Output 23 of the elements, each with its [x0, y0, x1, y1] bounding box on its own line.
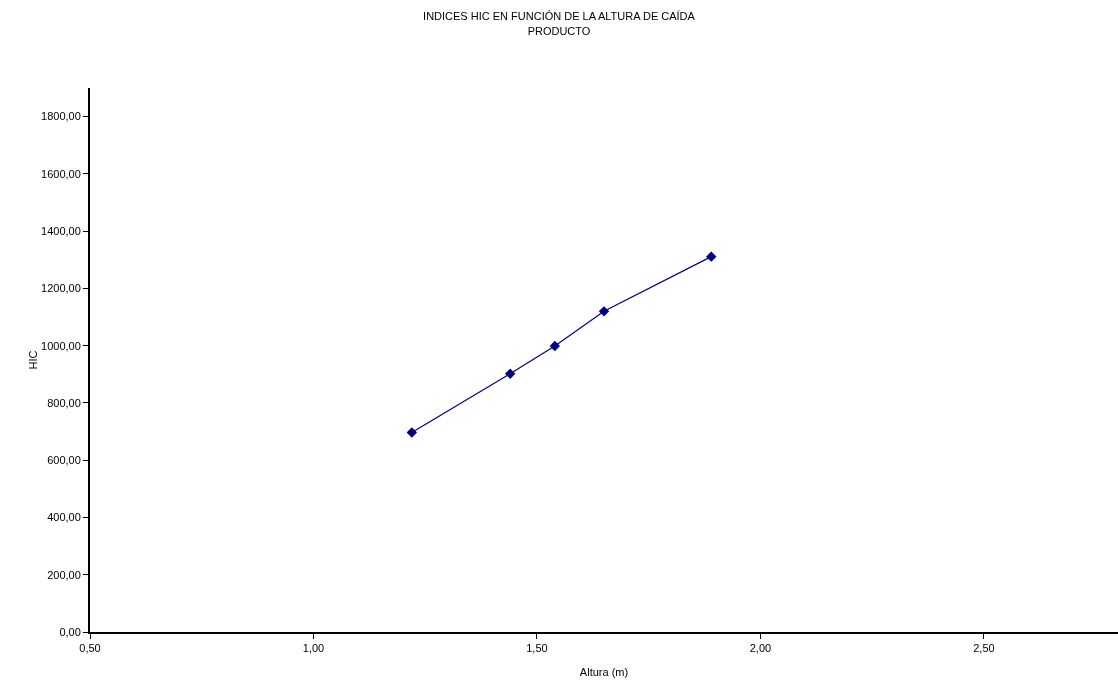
- y-tick-label: 1800,00: [41, 110, 81, 123]
- point: [706, 251, 717, 262]
- y-tick-label: 0,00: [59, 625, 81, 638]
- point: [406, 427, 418, 438]
- point: [549, 340, 561, 352]
- y-tick-label: 1600,00: [41, 167, 81, 180]
- y-tick-label: 800,00: [47, 396, 81, 409]
- chart-title: INDICES HIC EN FUNCIÓN DE LA ALTURA DE CAÍDA PRODUCTO: [423, 10, 696, 37]
- x-tick-label: 2,50: [973, 642, 995, 655]
- point: [598, 306, 610, 317]
- y-tick-label: 400,00: [47, 511, 81, 524]
- x-tick-label: 1,50: [526, 642, 548, 655]
- y-tick-label: 600,00: [47, 454, 81, 467]
- y-tick-label: 200,00: [47, 568, 81, 581]
- x-axis-title: Altura (m): [579, 666, 629, 678]
- x-tick-label: 2,00: [749, 642, 772, 655]
- x-tick-label: 0,50: [79, 642, 101, 655]
- y-tick-label: 1000,00: [41, 339, 81, 352]
- y-tick-label: 1400,00: [41, 225, 81, 238]
- y-tick-label: 1200,00: [41, 282, 81, 295]
- point: [504, 368, 516, 379]
- y-axis-title: HIC: [27, 350, 40, 370]
- x-tick-label: 1,00: [302, 642, 325, 655]
